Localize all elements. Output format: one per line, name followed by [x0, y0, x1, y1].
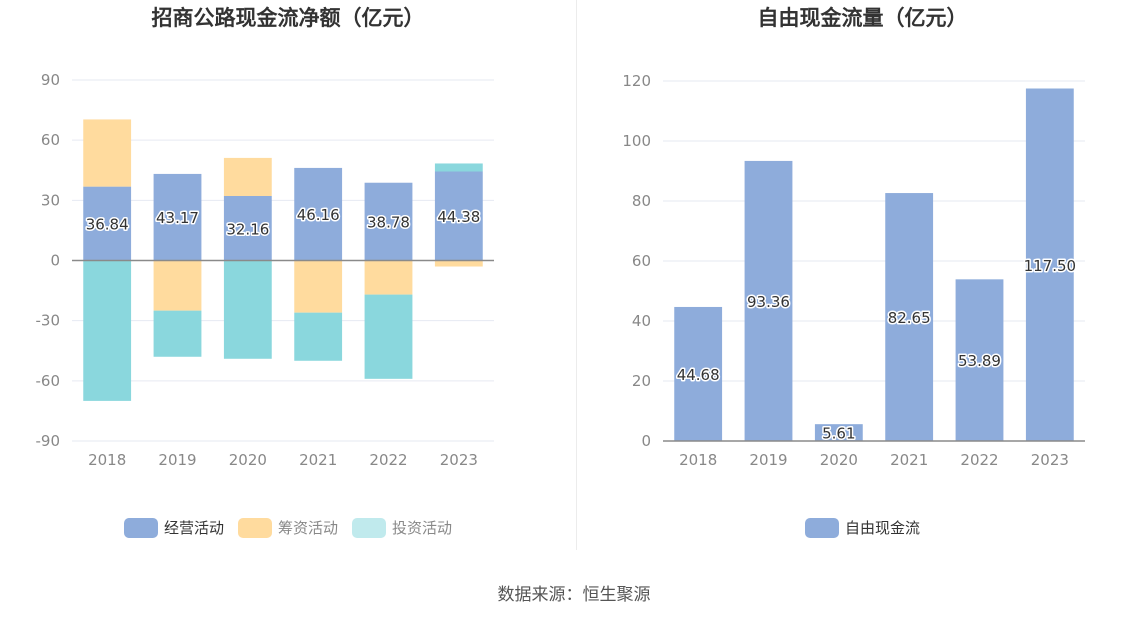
legend-item-free-cash-flow[interactable]: 自由现金流: [804, 517, 920, 538]
cash-flow-data-label-2023: 44.38: [437, 208, 480, 226]
free-cash-flow-y-tick-label: 60: [632, 252, 651, 270]
free-cash-flow-x-tick-label: 2018: [679, 451, 717, 469]
cash-flow-bar-投资活动-2020: [223, 260, 272, 359]
free-cash-flow-chart: 120 100 80 60 40 20 0 2018 2019 2020 2021 2022 2023 4…: [622, 72, 1085, 469]
free-cash-flow-chart-title: 自由现金流量（亿元）: [757, 6, 968, 30]
cash-flow-data-label-2019: 43.17: [156, 209, 199, 227]
cash-flow-data-label-2021: 46.16: [297, 206, 340, 224]
free-cash-flow-y-tick-label: 40: [632, 312, 651, 330]
free-cash-flow-data-label-2023: 117.50: [1024, 257, 1076, 275]
legend-label-operating: 经营活动: [163, 519, 224, 537]
legend-label-financing: 筹资活动: [277, 519, 338, 537]
legend-item-operating[interactable]: 经营活动: [123, 517, 224, 538]
free-cash-flow-bar-自由现金流-2023: [1025, 88, 1074, 441]
cash-flow-legend: 经营活动 筹资活动 投资活动: [0, 517, 576, 538]
legend-swatch-operating: [123, 517, 158, 538]
legend-item-financing[interactable]: 筹资活动: [237, 517, 338, 538]
legend-item-investing[interactable]: 投资活动: [352, 517, 452, 538]
free-cash-flow-data-label-2018: 44.68: [677, 366, 720, 384]
cash-flow-bar-投资活动-2018: [83, 260, 132, 401]
cash-flow-y-tick-label: 90: [41, 71, 60, 89]
free-cash-flow-x-tick-label: 2023: [1031, 451, 1069, 469]
cash-flow-bar-投资活动-2023: [434, 163, 483, 172]
cash-flow-bar-经营活动-2019: [153, 173, 202, 261]
legend-label-free-cash-flow: 自由现金流: [844, 519, 920, 537]
panel-divider: [576, 0, 577, 550]
cash-flow-chart: 90 60 30 0 -30 -60 -90 2018 2019 2020 2021 2022 2023…: [36, 71, 494, 469]
cash-flow-x-tick-label: 2020: [229, 451, 267, 469]
free-cash-flow-bar-自由现金流-2019: [744, 160, 793, 442]
cash-flow-data-label-2018: 36.84: [86, 216, 129, 234]
cash-flow-x-tick-label: 2018: [88, 451, 126, 469]
free-cash-flow-data-label-2022: 53.89: [958, 352, 1001, 370]
free-cash-flow-x-tick-label: 2019: [749, 451, 787, 469]
free-cash-flow-bar-自由现金流-2022: [955, 279, 1004, 441]
cash-flow-bar-筹资活动-2018: [83, 119, 132, 187]
cash-flow-bar-筹资活动-2019: [153, 260, 202, 311]
cash-flow-x-tick-label: 2022: [369, 451, 407, 469]
cash-flow-bar-经营活动-2018: [83, 186, 132, 261]
cash-flow-y-tick-label: -60: [36, 372, 61, 390]
free-cash-flow-bar-自由现金流-2020: [814, 424, 863, 441]
free-cash-flow-y-tick-label: 120: [622, 72, 651, 90]
legend-label-investing: 投资活动: [392, 519, 453, 537]
cash-flow-bar-投资活动-2021: [294, 312, 343, 361]
free-cash-flow-x-tick-label: 2021: [890, 451, 928, 469]
cash-flow-bar-筹资活动-2020: [223, 157, 272, 197]
legend-swatch-free-cash-flow: [804, 517, 839, 538]
cash-flow-bar-经营活动-2020: [223, 196, 272, 261]
cash-flow-bar-筹资活动-2023: [434, 260, 483, 267]
free-cash-flow-bar-自由现金流-2018: [674, 306, 723, 441]
cash-flow-y-tick-label: 0: [50, 252, 60, 270]
cash-flow-data-label-2022: 38.78: [367, 214, 410, 232]
cash-flow-bar-筹资活动-2021: [294, 260, 343, 313]
cash-flow-x-tick-label: 2021: [299, 451, 337, 469]
cash-flow-x-tick-label: 2019: [158, 451, 196, 469]
legend-swatch-investing: [352, 517, 386, 538]
free-cash-flow-bar-自由现金流-2021: [885, 193, 934, 441]
legend-swatch-financing: [237, 517, 272, 538]
data-source-footer: 数据来源：恒生聚源: [497, 585, 651, 605]
cash-flow-y-tick-label: 60: [41, 131, 60, 149]
free-cash-flow-y-tick-label: 100: [622, 132, 651, 150]
free-cash-flow-data-label-2019: 93.36: [747, 293, 790, 311]
free-cash-flow-data-label-2020: 5.61: [822, 425, 855, 443]
free-cash-flow-chart-panel: 自由现金流量（亿元） 120 100 80 60 40 20 0 2018 2019 2020 20…: [577, 0, 1148, 560]
free-cash-flow-data-label-2021: 82.65: [888, 309, 931, 327]
cash-flow-bar-经营活动-2021: [294, 167, 343, 261]
free-cash-flow-x-tick-label: 2020: [820, 451, 858, 469]
cash-flow-x-tick-label: 2023: [440, 451, 478, 469]
free-cash-flow-y-tick-label: 80: [632, 192, 651, 210]
cash-flow-chart-title: 招商公路现金流净额（亿元）: [151, 6, 425, 30]
cash-flow-bar-经营活动-2023: [434, 171, 483, 261]
free-cash-flow-y-tick-label: 0: [641, 432, 651, 450]
cash-flow-chart-panel: 招商公路现金流净额（亿元） 90 60 30 0 -30 -60 -90 2018 2019 20…: [0, 0, 576, 560]
cash-flow-bar-投资活动-2019: [153, 310, 202, 357]
cash-flow-y-tick-label: -90: [36, 432, 61, 450]
cash-flow-data-label-2020: 32.16: [226, 220, 269, 238]
cash-flow-y-tick-label: -30: [36, 312, 61, 330]
cash-flow-bar-投资活动-2022: [364, 294, 413, 379]
cash-flow-bar-筹资活动-2022: [364, 260, 413, 295]
free-cash-flow-legend: 自由现金流: [577, 517, 1148, 538]
free-cash-flow-x-tick-label: 2022: [960, 451, 998, 469]
cash-flow-bar-经营活动-2022: [364, 182, 413, 261]
cash-flow-y-tick-label: 30: [41, 191, 60, 209]
free-cash-flow-y-tick-label: 20: [632, 372, 651, 390]
